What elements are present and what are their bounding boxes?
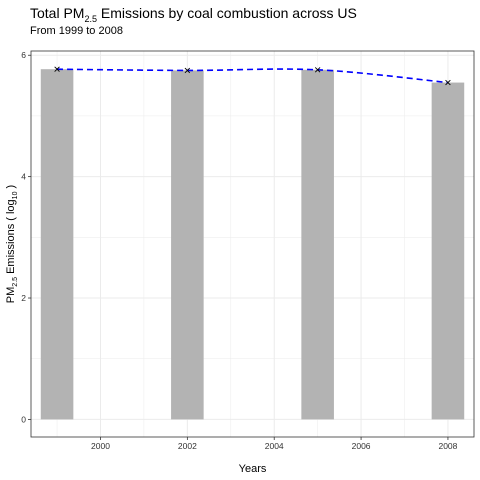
x-axis: 2000 2002 2004 2006 2008 [91,437,458,451]
point-marker-stroke [445,79,451,86]
x-tick-label: 2002 [178,441,197,451]
y-tick-label: 0 [21,414,26,424]
bar [301,69,334,420]
plot-panel-border [30,50,475,438]
x-axis-title: Years [239,463,267,475]
y-tick-label: 2 [21,293,26,303]
point-marker-stroke [314,67,321,73]
point-marker [184,67,191,74]
bar [171,70,204,420]
grid [31,51,474,437]
point-marker-stroke [184,67,191,74]
chart-title-subscript: 2.5 [84,13,97,24]
chart-title-prefix: Total PM [30,5,85,21]
chart-title: Total PM2.5 Emissions by coal combustion… [30,5,357,24]
point-marker-stroke [54,66,60,72]
trend-line-path [57,68,449,84]
y-axis-title-sub2: 10 [12,191,19,199]
bars [40,69,465,420]
x-tick-label: 2006 [352,441,371,451]
y-axis-title-middle: Emissions ( log [5,199,17,277]
y-axis-title: PM2.5 Emissions ( log10 ) [5,185,19,303]
y-axis-title-prefix: PM [5,287,17,304]
bar [431,82,465,420]
chart-title-suffix: Emissions by coal combustion across US [96,5,357,21]
y-axis-title-sub1: 2.5 [12,277,19,287]
point-markers [54,66,451,86]
y-tick-label: 4 [21,172,26,182]
y-tick-label: 6 [21,50,26,60]
y-axis-title-suffix: ) [5,185,17,192]
x-tick-label: 2008 [438,441,457,451]
point-marker [314,67,321,73]
point-marker [445,79,451,86]
trend-line [57,68,449,84]
x-tick-label: 2004 [265,441,284,451]
point-marker [54,66,60,72]
y-axis: 0 2 4 6 [21,50,31,424]
x-tick-label: 2000 [91,441,110,451]
bar [40,69,74,420]
chart-subtitle: From 1999 to 2008 [30,25,123,37]
